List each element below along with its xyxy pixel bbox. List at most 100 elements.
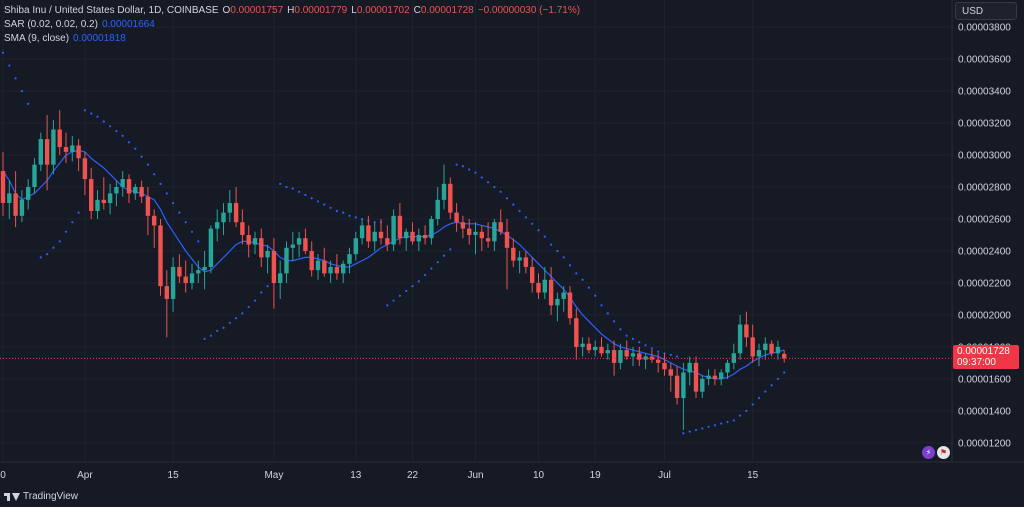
legend-sma-value: 0.00001818 [73, 33, 126, 44]
sar-point [732, 419, 735, 422]
candle [296, 231, 302, 258]
legend-low: 0.00001702 [356, 5, 410, 16]
sar-point [468, 168, 471, 171]
candle-body [656, 359, 661, 363]
candle-body [120, 179, 125, 188]
candle [725, 359, 730, 379]
candle-body [473, 231, 478, 235]
sar-point [776, 377, 780, 380]
y-tick-label: 0.00003800 [958, 23, 1011, 34]
candle [637, 346, 642, 367]
candle-body [202, 266, 207, 271]
candle [278, 260, 283, 299]
candle-body [114, 187, 119, 194]
x-tick-label: Jul [658, 470, 671, 481]
sar-point [625, 334, 628, 337]
sar-point [657, 350, 660, 353]
x-tick-label: 0 [0, 470, 6, 481]
flag-icon[interactable]: ⚑ [937, 446, 950, 459]
candle [422, 225, 428, 245]
x-tick-label: 15 [747, 470, 759, 481]
candle [51, 119, 56, 175]
sar-point [159, 182, 162, 185]
tradingview-logo-icon [4, 492, 20, 502]
sar-point [153, 173, 156, 176]
legend-change: −0.00000030 (−1.71%) [477, 5, 581, 16]
sar-point [556, 249, 559, 253]
currency-selector[interactable]: USD [955, 2, 1017, 20]
y-tick-label: 0.00002000 [958, 310, 1011, 321]
candle-body [158, 225, 163, 287]
y-tick-label: 0.00002200 [958, 278, 1011, 289]
candles [0, 110, 787, 431]
candle-body [416, 234, 421, 242]
sar-point [713, 424, 717, 427]
candle-body [719, 372, 724, 379]
y-tick-label: 0.00001600 [958, 374, 1011, 385]
sar-point [600, 304, 603, 307]
candle [706, 369, 711, 386]
candle [498, 209, 503, 235]
candle [63, 132, 69, 164]
candle-body [725, 362, 730, 373]
sar-point [102, 120, 105, 123]
candle-body [101, 199, 106, 204]
candle [593, 340, 598, 357]
candle-body [32, 164, 37, 188]
candle [378, 219, 384, 245]
sar-point [64, 230, 68, 233]
sar-point [442, 254, 446, 257]
flash-icon[interactable]: ⚡ [922, 446, 935, 459]
sar-point [329, 206, 332, 209]
legend-sar-label[interactable]: SAR (0.02, 0.02, 0.2) [4, 19, 98, 30]
candle-body [731, 353, 736, 363]
sar-point [52, 246, 55, 249]
sar-point [8, 64, 11, 67]
sar-point [430, 267, 433, 270]
sar-point [487, 181, 490, 184]
sar-point [253, 299, 257, 302]
candle [460, 215, 466, 239]
sar-point [505, 197, 509, 200]
candle-body [38, 139, 43, 165]
candle [158, 219, 163, 296]
sar-point [480, 176, 483, 179]
sar-point [165, 192, 168, 195]
candle [89, 167, 94, 220]
candle [385, 225, 390, 251]
y-tick-label: 0.00002600 [958, 215, 1011, 226]
legend-symbol[interactable]: Shiba Inu / United States Dollar, 1D, CO… [4, 5, 219, 16]
candle-body [712, 375, 718, 379]
candle [7, 180, 12, 220]
candle [70, 135, 75, 162]
candle [404, 228, 409, 251]
candle [233, 187, 239, 228]
candle-body [341, 263, 346, 274]
candle [139, 180, 144, 204]
candle-body [404, 231, 409, 239]
legend-open-label: O [222, 5, 231, 16]
candle [0, 151, 6, 216]
candle-body [662, 362, 667, 370]
sar-point [764, 390, 767, 393]
candle [114, 180, 119, 207]
candle [164, 270, 169, 338]
sar-point [228, 321, 231, 325]
candle-body [775, 346, 781, 354]
candle-body [44, 139, 50, 165]
candle-body [76, 145, 81, 159]
candle [189, 263, 195, 290]
y-tick-label: 0.00002400 [958, 246, 1011, 257]
candle-body [0, 171, 6, 204]
legend-sma-label[interactable]: SMA (9, close) [4, 33, 70, 44]
sar-point [20, 90, 23, 93]
sar-point [209, 334, 212, 337]
candle-body [523, 257, 529, 267]
event-icons: ⚡ ⚑ [922, 446, 950, 459]
x-tick-label: 22 [407, 470, 419, 481]
candle [397, 203, 403, 245]
sar-point [323, 203, 326, 206]
candle [687, 356, 692, 386]
y-tick-label: 0.00001400 [958, 406, 1011, 417]
